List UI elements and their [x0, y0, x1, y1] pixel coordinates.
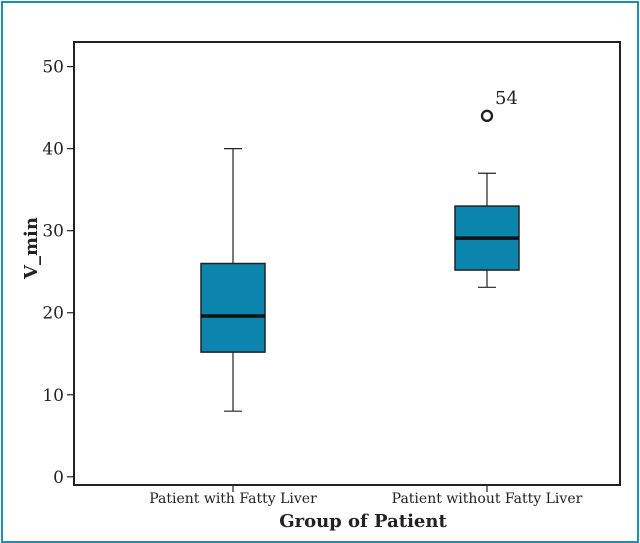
x-axis-title: Group of Patient: [279, 511, 447, 532]
outlier-label: 54: [495, 88, 518, 109]
outlier-point: [480, 109, 494, 123]
y-tick-label: 0: [53, 468, 64, 488]
x-tick-label: Patient with Fatty Liver: [149, 491, 317, 507]
iqr-box: [200, 262, 266, 353]
y-tick-label: 10: [42, 386, 64, 406]
x-tick-label: Patient without Fatty Liver: [392, 491, 583, 507]
plot-area-border: [73, 41, 621, 486]
y-tick-label: 40: [42, 140, 64, 160]
y-tick-label: 30: [42, 222, 64, 242]
y-axis-title: V_min: [21, 217, 42, 280]
y-tick-label: 50: [42, 58, 64, 78]
y-tick-label: 20: [42, 304, 64, 324]
